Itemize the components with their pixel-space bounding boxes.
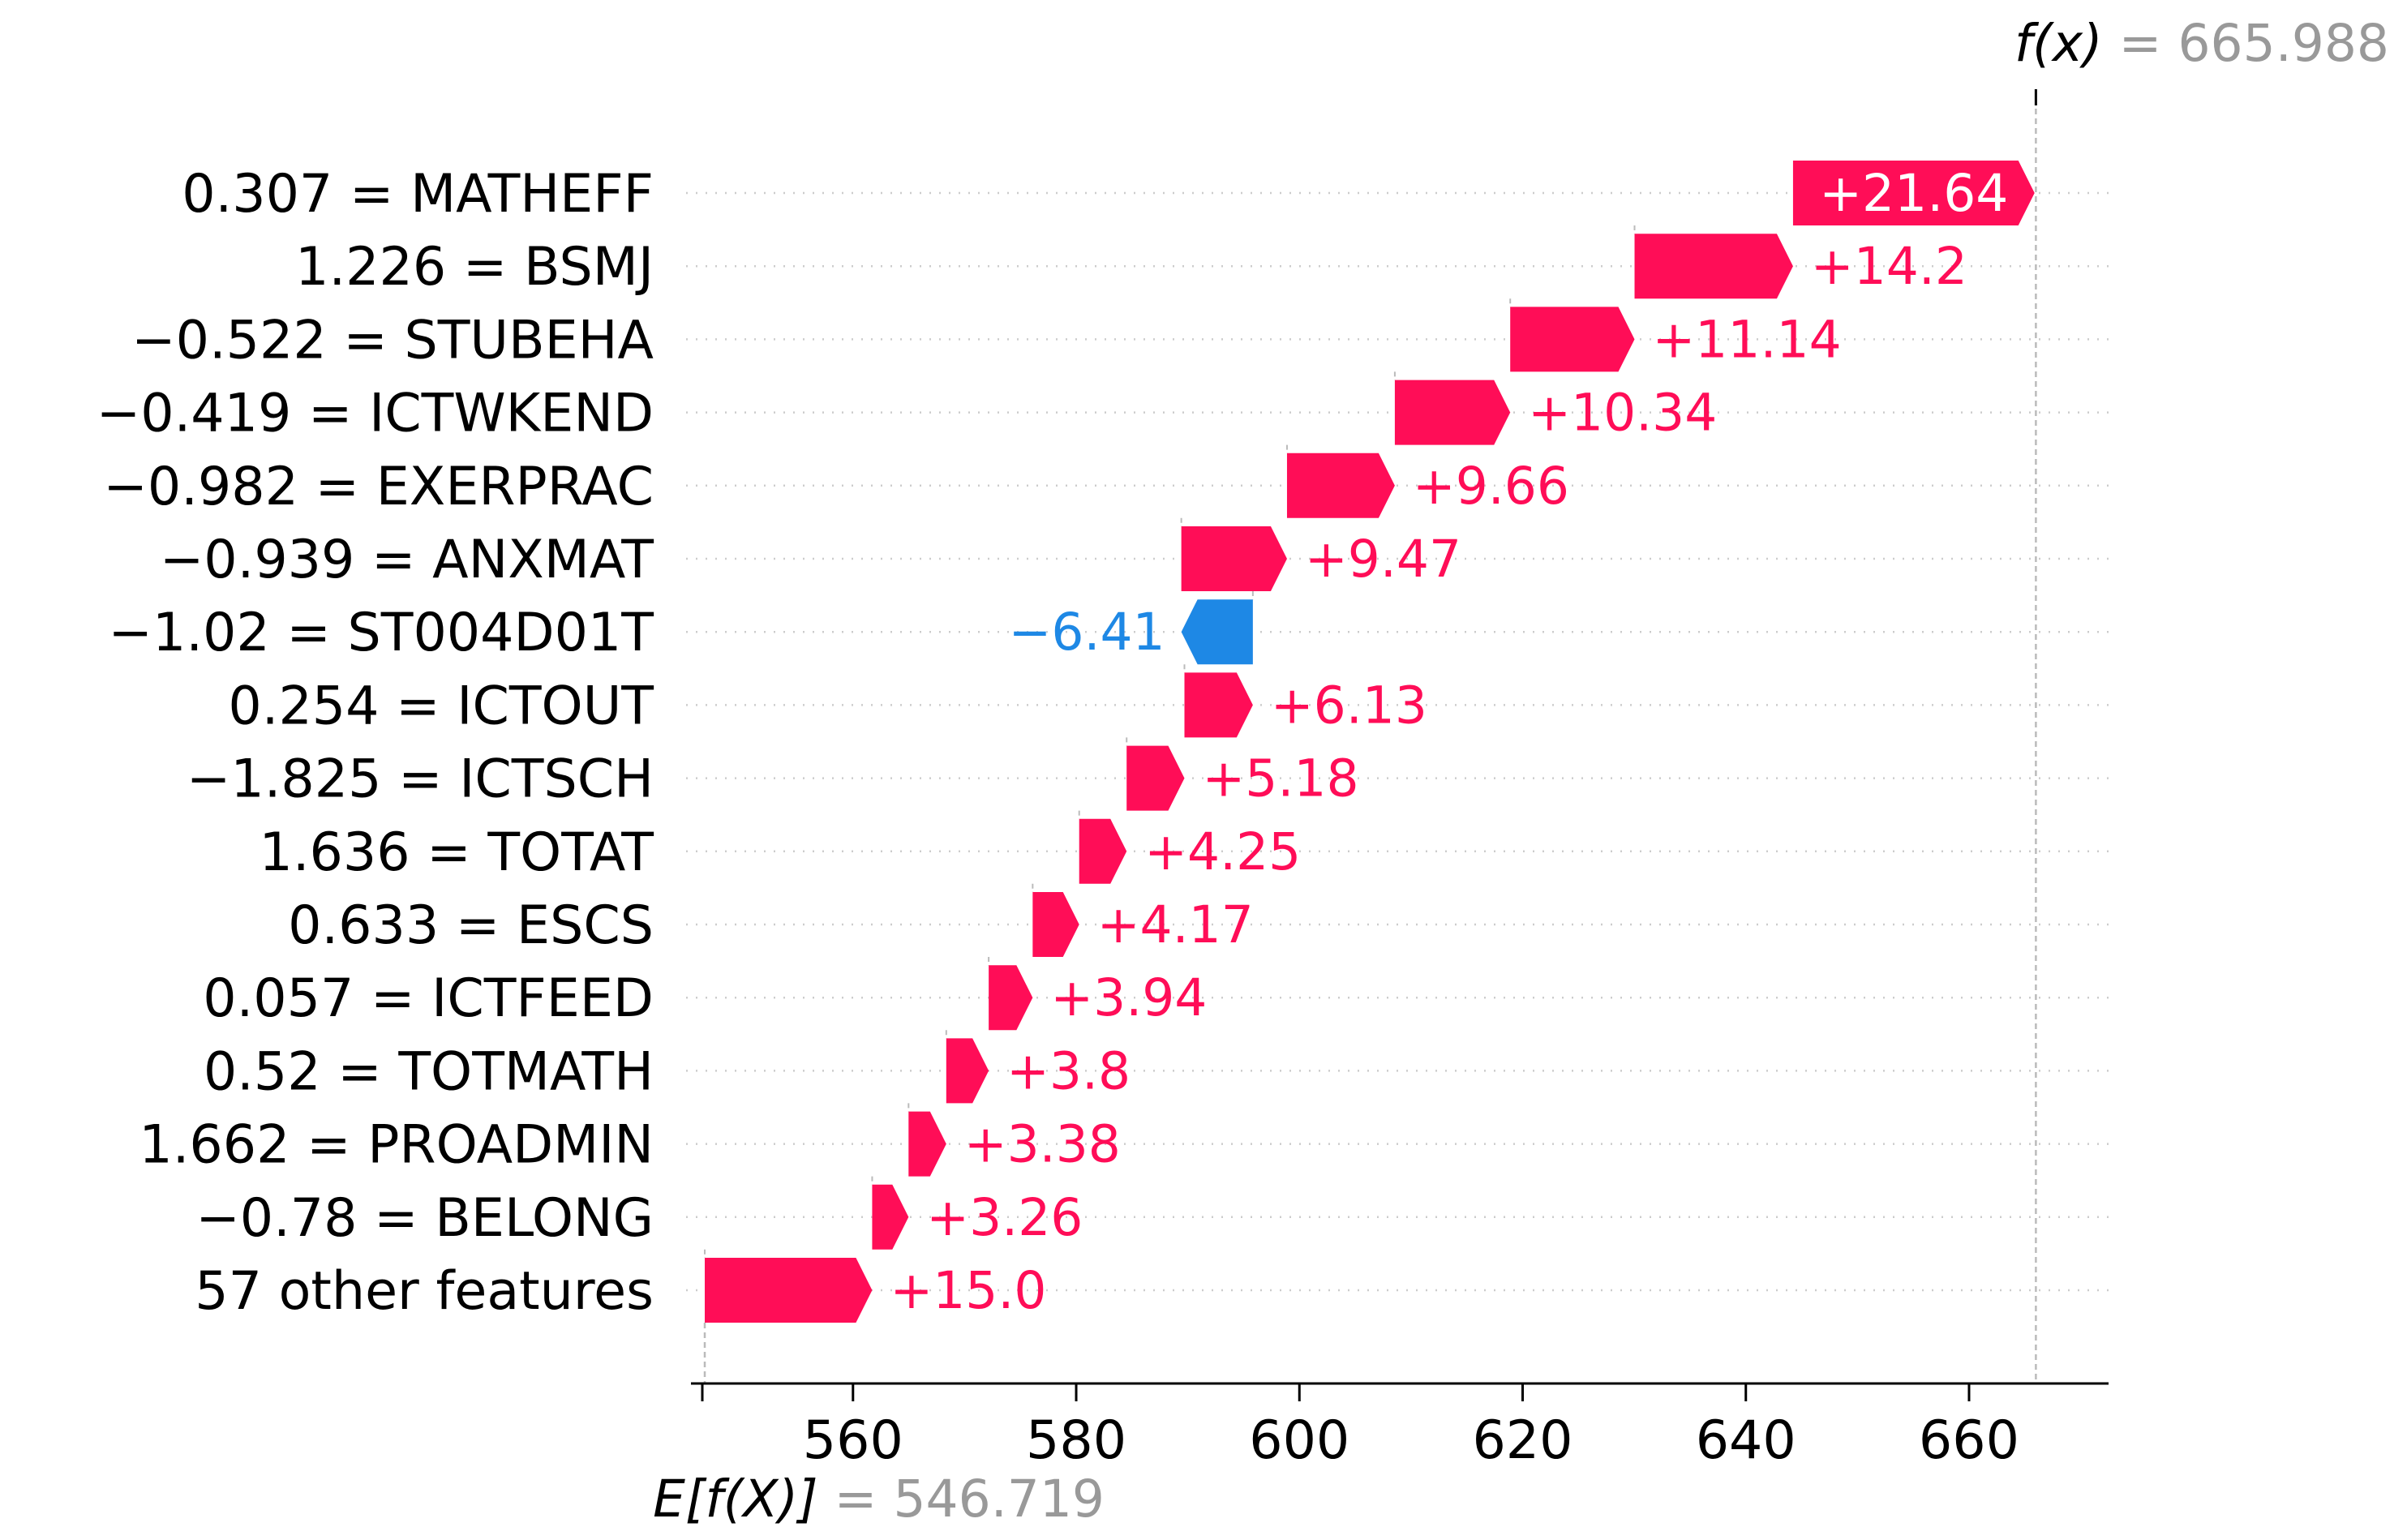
feature-label-6: −1.02 = ST004D01T (109, 603, 654, 663)
bar-1 (1634, 234, 1793, 299)
value-label-3: +10.34 (1528, 384, 1717, 443)
final-value-label: f(x) = 665.988 (2014, 14, 2389, 73)
bar-3 (1394, 380, 1511, 445)
value-label-5: +9.47 (1305, 530, 1461, 589)
bar-13 (908, 1111, 946, 1177)
value-label-2: +11.14 (1653, 310, 1842, 369)
feature-label-11: 0.057 = ICTFEED (203, 968, 654, 1029)
value-label-14: +3.26 (926, 1188, 1083, 1247)
feature-label-14: −0.78 = BELONG (195, 1188, 654, 1249)
reference-lines (703, 89, 2037, 1383)
bar-2 (1510, 307, 1635, 372)
bar-12 (946, 1038, 989, 1104)
bar-10 (1032, 892, 1079, 957)
value-label-10: +4.17 (1097, 895, 1254, 954)
value-label-13: +3.38 (964, 1115, 1121, 1174)
bar-14 (872, 1184, 909, 1250)
bar-6 (1181, 599, 1253, 665)
x-tick-label: 580 (1026, 1410, 1126, 1471)
feature-label-0: 0.307 = MATHEFF (182, 164, 654, 225)
value-label-6: −6.41 (1009, 603, 1165, 662)
x-tick-label: 600 (1249, 1410, 1349, 1471)
x-tick-label: 660 (1919, 1410, 2019, 1471)
value-label-15: +15.0 (890, 1261, 1046, 1320)
feature-label-9: 1.636 = TOTAT (259, 822, 654, 883)
value-label-7: +6.13 (1271, 676, 1427, 735)
feature-label-7: 0.254 = ICTOUT (228, 676, 654, 736)
feature-label-13: 1.662 = PROADMIN (139, 1115, 654, 1176)
bar-4 (1286, 453, 1395, 518)
value-label-4: +9.66 (1413, 457, 1569, 516)
feature-label-12: 0.52 = TOTMATH (204, 1041, 654, 1102)
bar-8 (1126, 745, 1185, 811)
grid-lines (686, 191, 2109, 1292)
bar-7 (1184, 672, 1253, 738)
bar-0 (1792, 161, 2035, 225)
bar-11 (989, 965, 1033, 1031)
value-label-0: +21.64 (1819, 164, 2008, 223)
feature-label-10: 0.633 = ESCS (288, 895, 654, 956)
feature-label-1: 1.226 = BSMJ (295, 237, 654, 298)
feature-label-4: −0.982 = EXERPRAC (103, 457, 654, 517)
x-axis: 560 580 600 620 640 660 (691, 1382, 2109, 1471)
feature-label-15: 57 other features (195, 1261, 654, 1322)
base-value-label: E[f(X)] = 546.719 (653, 1469, 1105, 1529)
feature-labels: 0.307 = MATHEFF 1.226 = BSMJ −0.522 = STUB… (97, 164, 654, 1322)
feature-label-5: −0.939 = ANXMAT (160, 530, 654, 590)
bars: +21.64 +14.2 +11.14 +10.34 +9.66 +9.47 −6.41 +6… (705, 161, 2035, 1323)
feature-label-2: −0.522 = STUBEHA (131, 310, 654, 371)
value-label-12: +3.8 (1006, 1041, 1131, 1100)
value-label-8: +5.18 (1203, 749, 1359, 809)
bar-15 (705, 1258, 873, 1323)
value-label-1: +14.2 (1811, 237, 1967, 296)
x-tick-label: 640 (1696, 1410, 1796, 1471)
value-label-11: +3.94 (1050, 968, 1207, 1027)
bar-9 (1079, 818, 1127, 884)
value-label-9: +4.25 (1144, 822, 1301, 882)
x-tick-label: 620 (1472, 1410, 1572, 1471)
feature-label-8: −1.825 = ICTSCH (187, 749, 654, 810)
x-tick-label: 560 (803, 1410, 903, 1471)
bar-5 (1181, 526, 1287, 591)
feature-label-3: −0.419 = ICTWKEND (97, 384, 654, 444)
